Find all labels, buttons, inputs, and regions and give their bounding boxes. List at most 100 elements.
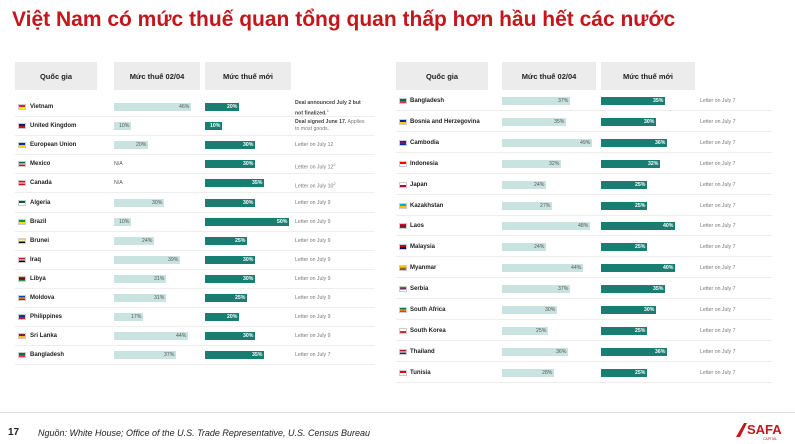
row-divider (396, 235, 772, 237)
flag-icon-bangladesh (18, 352, 26, 359)
status-note: Letter on July 9 (295, 314, 331, 321)
footnote-marker: 2 (333, 162, 336, 168)
new-rate-bar (601, 264, 675, 273)
table-row: South Korea 25% 25% Letter on July 7 (396, 324, 772, 341)
country-name: South Africa (410, 307, 446, 313)
old-rate-value: N/A (114, 180, 123, 187)
new-rate-value: 25% (235, 237, 246, 244)
table-row: Algeria 30% 30% Letter on July 9 (15, 196, 375, 213)
country-name: Serbia (410, 286, 429, 293)
flag-icon-srilanka (18, 333, 26, 340)
flag-icon-algeria (18, 199, 26, 206)
header-new-rate: Mức thuế mới (601, 62, 695, 90)
status-note: Deal signed June 17. Applies to most good… (295, 119, 365, 133)
flag-icon-laos (399, 223, 407, 230)
old-rate-bar (114, 141, 148, 150)
new-rate-value: 30% (243, 199, 254, 206)
old-rate-value: 24% (534, 181, 545, 188)
new-rate-value: 30% (243, 161, 254, 168)
new-rate-bar (601, 222, 675, 231)
table-row: European Union 20% 30% Letter on July 12 (15, 138, 375, 156)
country-name: Mexico (30, 161, 51, 168)
row-divider (15, 135, 375, 137)
new-rate-value: 36% (655, 139, 666, 146)
new-rate-bar (205, 141, 255, 150)
row-divider (396, 110, 772, 111)
status-note: Letter on July 122 (295, 162, 336, 172)
old-rate-bar (114, 217, 131, 226)
old-rate-value: 10% (119, 123, 130, 130)
status-note: Letter on July 7 (700, 307, 736, 313)
country-name: Bosnia and Herzegovina (410, 118, 480, 125)
row-divider (396, 277, 772, 279)
new-rate-value: 25% (635, 369, 646, 376)
old-rate-bar (114, 122, 131, 131)
old-rate-bar (114, 103, 191, 111)
flag-icon-thailand (399, 348, 407, 355)
new-rate-bar (205, 332, 255, 341)
table-row: Moldova 31% 25% Letter on July 9 (15, 291, 375, 308)
country-name: Vietnam (30, 104, 54, 110)
new-rate-value: 30% (644, 307, 655, 313)
new-rate-bar (205, 217, 289, 226)
new-rate-bar (205, 274, 255, 283)
new-rate-value: 30% (243, 333, 254, 340)
table-row: Laos 48% 40% Letter on July 7 (396, 219, 772, 237)
status-note: Letter on July 7 (700, 139, 736, 146)
status-note: Letter on July 7 (700, 181, 736, 188)
row-divider (15, 249, 375, 251)
new-rate-value: 25% (635, 244, 646, 251)
new-rate-bar (601, 368, 647, 377)
new-rate-value: 25% (635, 202, 646, 209)
status-note: Letter on July 9 (295, 333, 331, 340)
row-divider (15, 211, 375, 213)
flag-icon-tunisia (399, 369, 407, 376)
table-row: Mexico N/A 30% Letter on July 122 (15, 157, 375, 175)
new-rate-value: 40% (663, 265, 674, 272)
old-rate-bar (502, 201, 552, 210)
new-rate-bar (601, 117, 656, 126)
old-rate-value: 25% (536, 327, 547, 334)
page-number: 17 (8, 427, 20, 438)
new-rate-value: 35% (252, 352, 263, 359)
row-divider (396, 381, 772, 383)
new-rate-bar (205, 179, 264, 188)
new-rate-bar (601, 243, 647, 252)
old-rate-value: 30% (152, 199, 163, 206)
new-rate-value: 32% (648, 160, 659, 167)
country-name: Japan (410, 181, 428, 188)
flag-icon-philippines (18, 314, 26, 321)
country-name: Moldova (30, 295, 55, 301)
new-rate-bar (601, 97, 665, 105)
old-rate-bar (502, 326, 548, 335)
row-divider (15, 116, 375, 117)
flag-icon-malaysia (399, 244, 407, 251)
old-rate-bar (502, 97, 570, 105)
old-rate-bar (502, 222, 590, 231)
country-name: Canada (30, 180, 52, 187)
status-note: Letter on July 7 (700, 118, 736, 125)
flag-icon-bangladesh (399, 98, 407, 104)
old-rate-bar (502, 306, 557, 314)
table-row: Malaysia 24% 25% Letter on July 7 (396, 240, 772, 258)
new-rate-bar (601, 347, 667, 356)
flag-icon-japan (399, 181, 407, 188)
old-rate-value: 44% (571, 265, 582, 272)
old-rate-value: 31% (154, 275, 165, 282)
old-rate-bar (502, 264, 583, 273)
country-name: Algeria (30, 199, 51, 206)
status-note: Letter on July 9 (295, 218, 331, 225)
source-note: Nguồn: White House; Office of the U.S. T… (38, 428, 370, 438)
new-rate-value: 36% (655, 348, 666, 355)
country-name: Brazil (30, 218, 47, 225)
status-note: Letter on July 7 (700, 98, 736, 104)
country-name: Brunei (30, 237, 50, 244)
old-rate-bar (114, 332, 188, 341)
page-title: Việt Nam có mức thuế quan tổng quan thấp… (12, 8, 676, 31)
new-rate-value: 10% (210, 123, 221, 130)
status-note-bold: Deal signed June 17. (295, 119, 347, 126)
row-divider (396, 151, 772, 153)
row-divider (15, 345, 375, 347)
header-country: Quốc gia (396, 62, 488, 90)
flag-icon-eu (18, 142, 26, 149)
